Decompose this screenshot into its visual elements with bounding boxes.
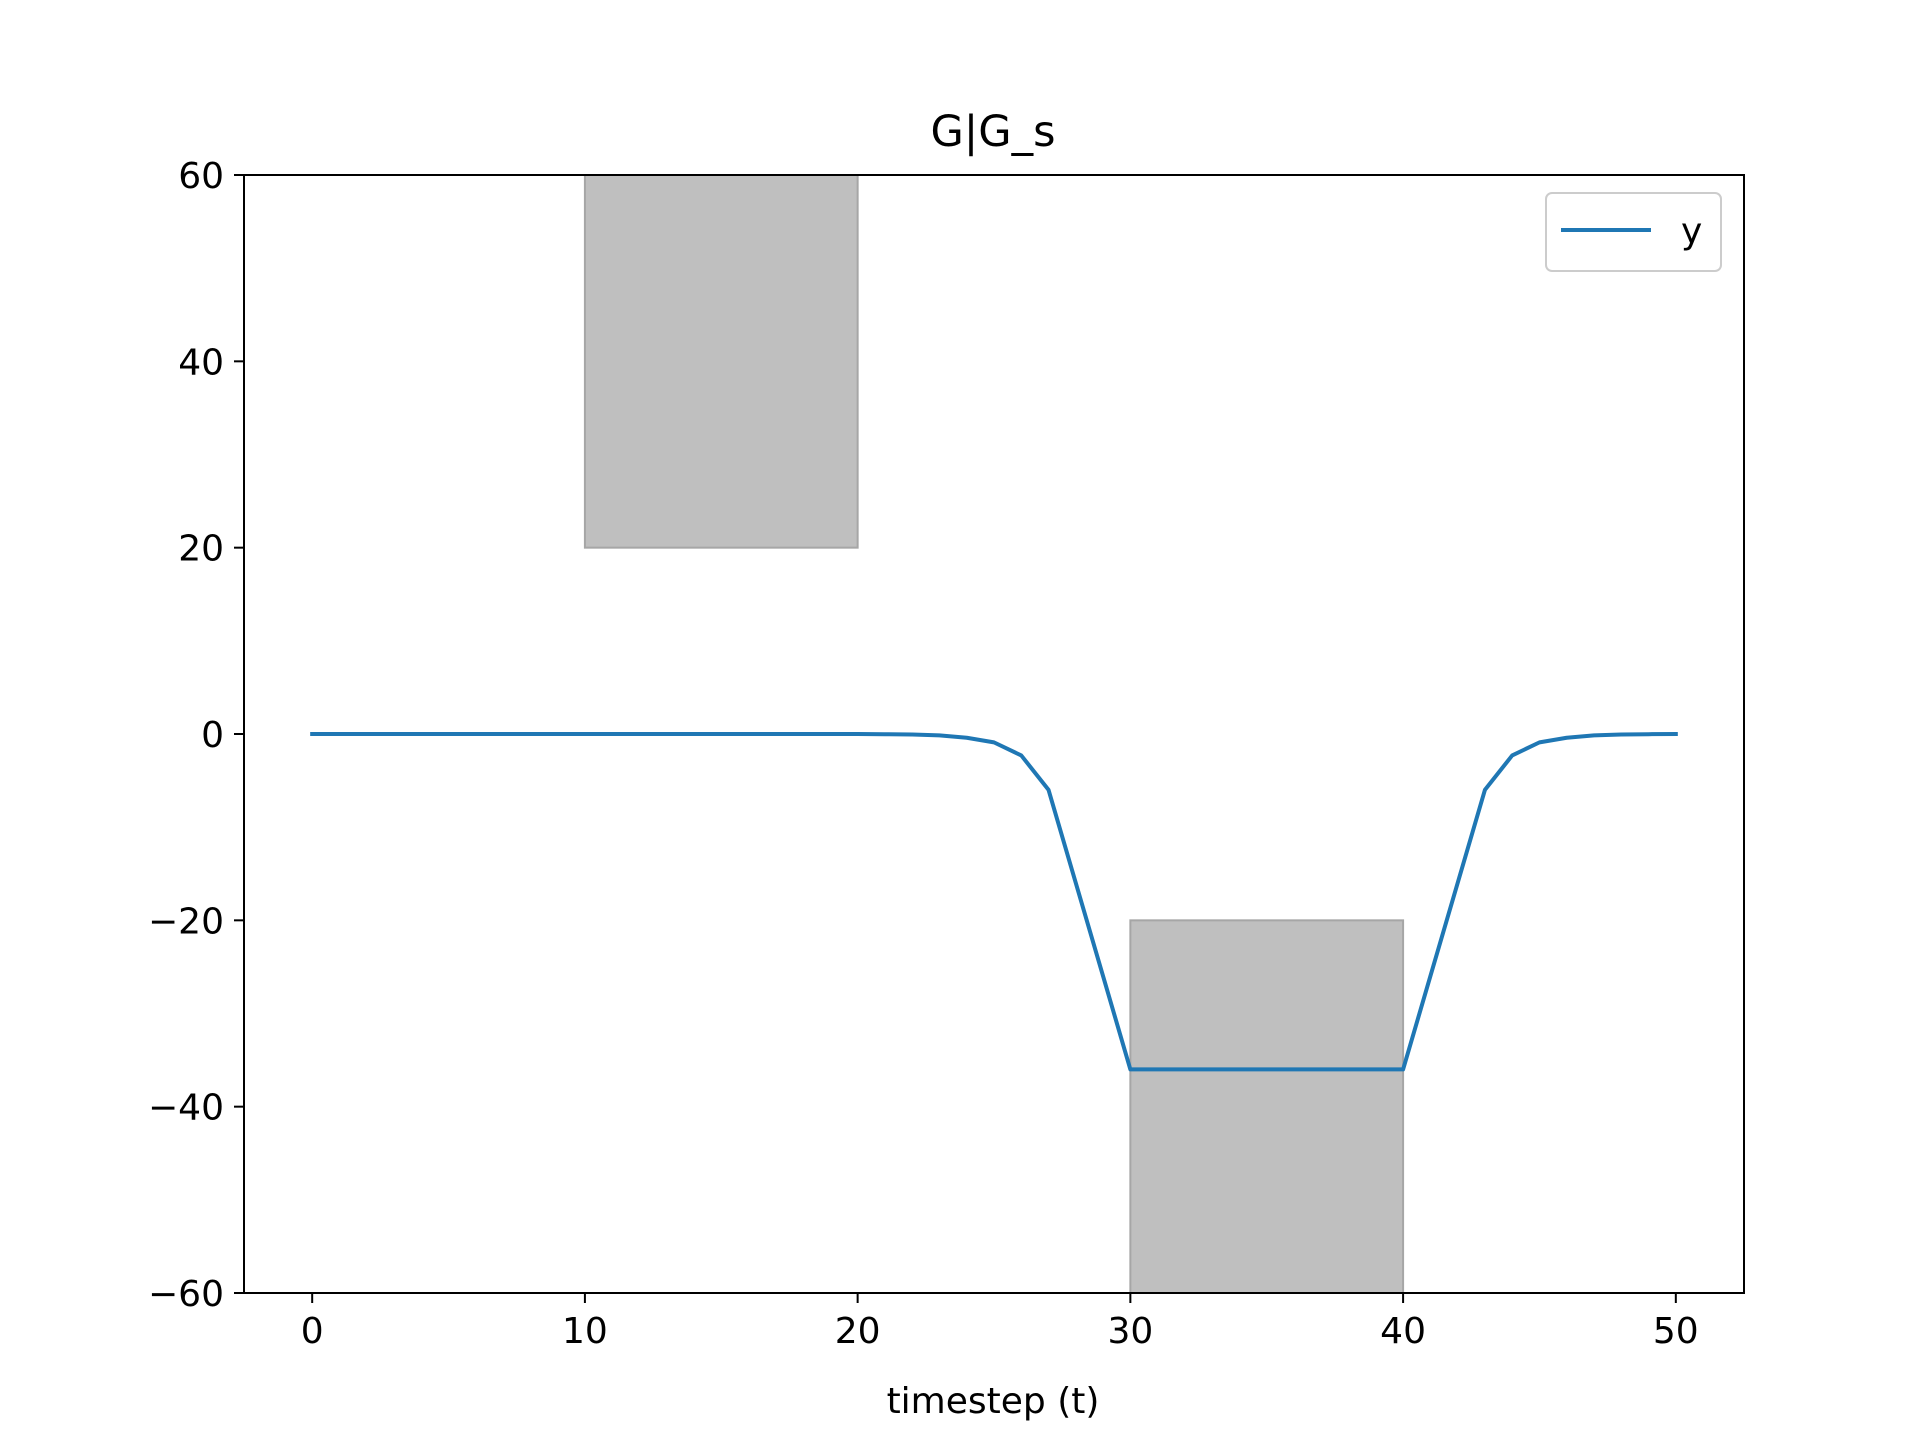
shaded-region-1 — [583, 174, 859, 549]
x-tick-label: 30 — [1107, 1311, 1153, 1352]
x-tick-label: 20 — [835, 1311, 881, 1352]
chart-title: G|G_s — [930, 107, 1055, 157]
x-axis: 0 10 20 30 40 50 — [301, 1293, 1699, 1352]
y-tick-label: 0 — [201, 715, 224, 756]
series-line-y — [310, 731, 1678, 1072]
x-axis-label: timestep (t) — [887, 1381, 1100, 1422]
y-tick-label: −20 — [148, 901, 224, 942]
legend: y — [1545, 192, 1722, 272]
x-tick-label: 50 — [1653, 1311, 1699, 1352]
legend-label: y — [1681, 211, 1702, 252]
y-tick-label: 20 — [178, 529, 224, 570]
y-tick-label: −40 — [148, 1088, 224, 1129]
x-tick-label: 10 — [562, 1311, 608, 1352]
shaded-region-2 — [1129, 919, 1405, 1294]
y-tick-label: 40 — [178, 342, 224, 383]
series-layer — [310, 731, 1678, 1072]
y-tick-label: 60 — [178, 156, 224, 197]
x-tick-label: 40 — [1380, 1311, 1426, 1352]
y-axis: −60 −40 −20 0 20 40 60 — [148, 156, 244, 1315]
shaded-regions — [583, 174, 1405, 1294]
x-tick-label: 0 — [301, 1311, 324, 1352]
y-tick-label: −60 — [148, 1274, 224, 1315]
